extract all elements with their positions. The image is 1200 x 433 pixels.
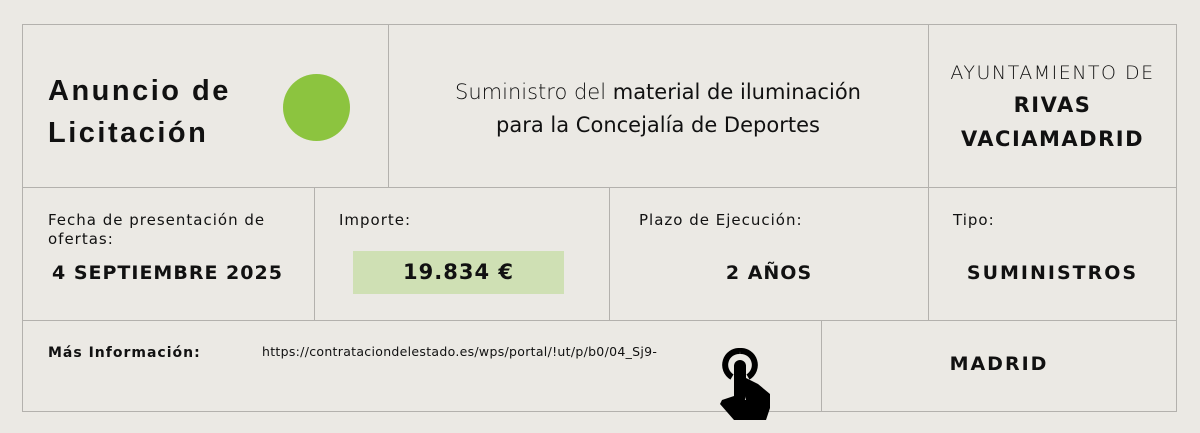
info-label: Más Información:: [48, 345, 201, 361]
type-value: SUMINISTROS: [966, 262, 1139, 284]
date-value: 4 SEPTIEMBRE 2025: [52, 262, 283, 284]
description-bold-1: material de iluminación: [612, 80, 861, 104]
description-bold-2: para la Concejalía de Deportes: [496, 113, 820, 137]
term-label: Plazo de Ejecución:: [639, 211, 803, 229]
info-cell: [22, 320, 822, 412]
location-cell: [821, 320, 1177, 412]
location-value: MADRID: [949, 353, 1049, 375]
amount-value: 19.834 €: [353, 251, 564, 294]
hand-pointer-icon[interactable]: [718, 348, 774, 422]
title-line-2: Licitación: [48, 117, 209, 149]
type-label: Tipo:: [953, 211, 995, 229]
date-cell: [22, 187, 315, 321]
amount-label: Importe:: [339, 211, 412, 229]
org-label: AYUNTAMIENTO DE: [950, 62, 1155, 84]
green-circle-icon: [283, 74, 350, 141]
type-cell: [928, 187, 1177, 321]
title-line-1: Anuncio de: [48, 75, 231, 107]
organization: AYUNTAMIENTO DE RIVAS VACIAMADRID: [928, 62, 1177, 156]
term-cell: [609, 187, 929, 321]
term-value: 2 AÑOS: [725, 262, 813, 284]
tender-description: Suministro del material de iluminación p…: [388, 76, 928, 142]
page-title: Anuncio de Licitación: [48, 70, 231, 154]
date-label: Fecha de presentación de ofertas:: [48, 211, 266, 248]
info-link[interactable]: https://contrataciondelestado.es/wps/por…: [262, 344, 658, 359]
org-name-2: VACIAMADRID: [960, 127, 1145, 151]
description-light: Suministro del: [455, 80, 613, 104]
org-name-1: RIVAS: [1013, 93, 1092, 117]
